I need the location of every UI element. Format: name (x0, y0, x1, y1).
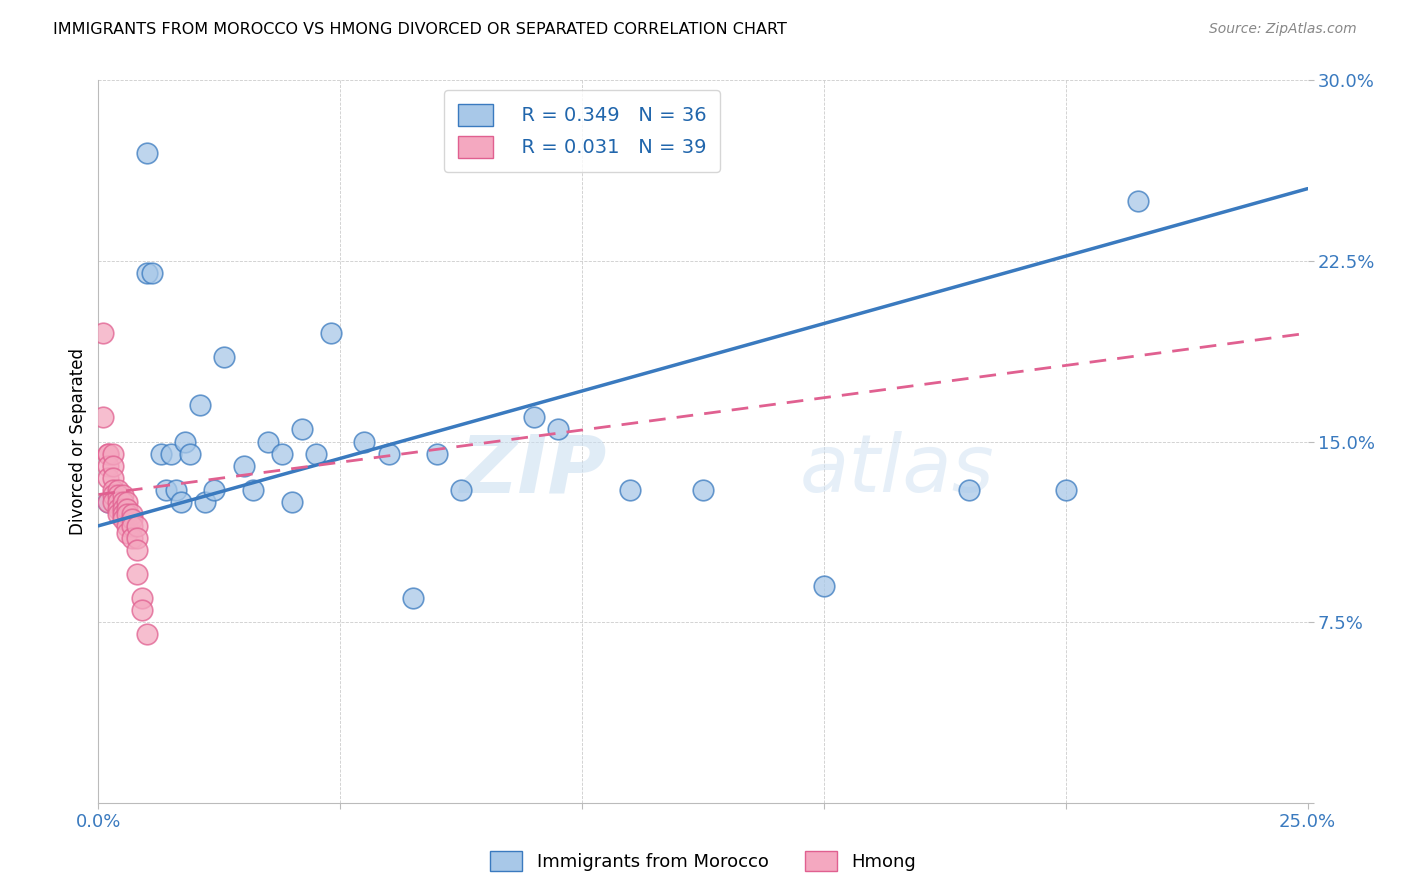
Point (169, 494, 191, 508)
Point (121, 518, 143, 533)
Text: IMMIGRANTS FROM MOROCCO VS HMONG DIVORCED OR SEPARATED CORRELATION CHART: IMMIGRANTS FROM MOROCCO VS HMONG DIVORCE… (53, 22, 787, 37)
Point (101, 470, 124, 484)
Legend:   R = 0.349   N = 36,   R = 0.031   N = 39: R = 0.349 N = 36, R = 0.031 N = 39 (444, 90, 720, 172)
Point (127, 531, 149, 545)
Point (91, 326, 114, 340)
Point (101, 487, 124, 501)
Point (107, 502, 129, 516)
Point (212, 350, 235, 364)
Point (402, 591, 425, 605)
Point (111, 507, 134, 521)
Point (160, 446, 183, 460)
Point (232, 458, 254, 473)
Point (319, 326, 342, 340)
Point (179, 446, 201, 460)
Point (353, 434, 375, 449)
Point (101, 458, 124, 473)
Point (117, 494, 139, 508)
Point (121, 507, 143, 521)
Point (107, 487, 129, 501)
Point (271, 446, 294, 460)
Point (194, 494, 217, 508)
Point (256, 434, 278, 449)
Point (117, 507, 139, 521)
Point (97, 458, 120, 473)
Point (97, 494, 120, 508)
Point (1128, 194, 1150, 208)
Point (619, 483, 641, 497)
Point (692, 483, 714, 497)
Point (121, 511, 143, 525)
Point (127, 567, 149, 582)
Point (91, 410, 114, 425)
Point (450, 483, 472, 497)
Point (135, 145, 157, 160)
Point (127, 542, 149, 557)
Point (135, 266, 157, 280)
Point (957, 483, 980, 497)
Point (174, 434, 197, 449)
Point (107, 507, 129, 521)
Point (281, 494, 304, 508)
Point (97, 494, 120, 508)
Point (101, 483, 124, 497)
Point (141, 266, 163, 280)
Point (131, 603, 153, 617)
Point (1054, 483, 1077, 497)
Point (547, 422, 569, 436)
Point (290, 422, 312, 436)
Point (242, 483, 264, 497)
Point (127, 518, 149, 533)
Point (204, 483, 226, 497)
Point (117, 502, 139, 516)
Point (165, 483, 187, 497)
Point (111, 511, 134, 525)
Point (813, 579, 835, 593)
Point (377, 446, 399, 460)
Point (523, 410, 546, 425)
Point (117, 518, 139, 533)
Point (131, 591, 153, 605)
Legend: Immigrants from Morocco, Hmong: Immigrants from Morocco, Hmong (482, 844, 924, 879)
Point (111, 494, 134, 508)
Point (111, 487, 134, 501)
Point (426, 446, 449, 460)
Point (97, 446, 120, 460)
Y-axis label: Divorced or Separated: Divorced or Separated (69, 348, 87, 535)
Point (97, 470, 120, 484)
Point (97, 446, 120, 460)
Point (135, 627, 157, 641)
Point (101, 494, 124, 508)
Point (150, 446, 173, 460)
Point (111, 502, 134, 516)
Text: Source: ZipAtlas.com: Source: ZipAtlas.com (1209, 22, 1357, 37)
Text: atlas: atlas (800, 432, 994, 509)
Point (155, 483, 177, 497)
Point (305, 446, 328, 460)
Point (101, 446, 124, 460)
Point (121, 531, 143, 545)
Point (117, 526, 139, 541)
Point (107, 494, 129, 508)
Point (107, 483, 129, 497)
Point (188, 398, 211, 412)
Text: ZIP: ZIP (458, 432, 606, 509)
